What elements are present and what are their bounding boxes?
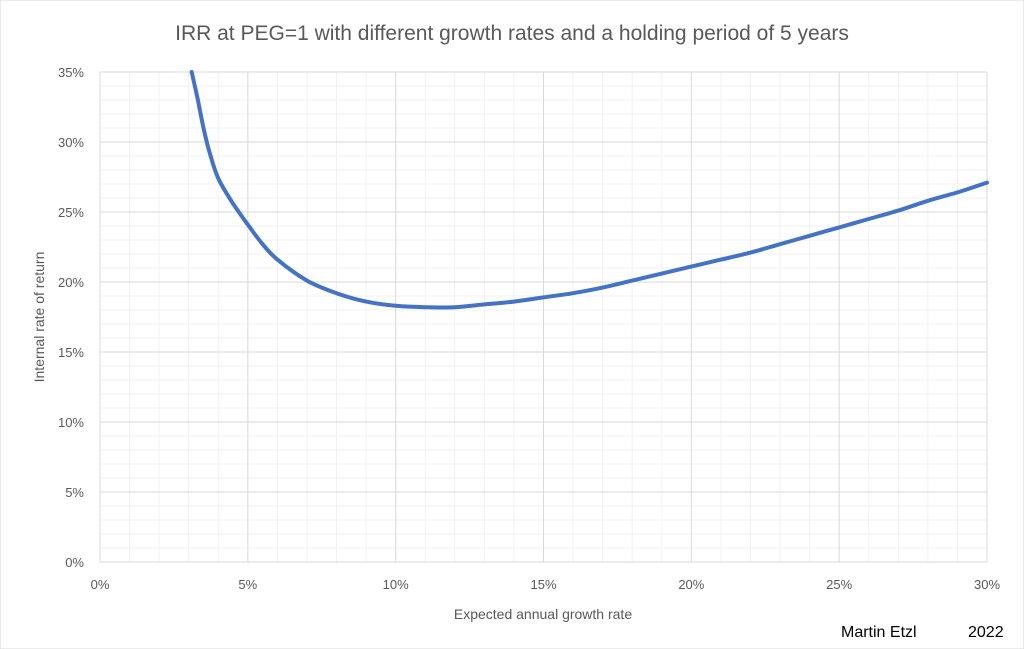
y-tick-label: 30% [58, 135, 84, 150]
series-layer [189, 70, 989, 310]
y-tick-label: 10% [58, 415, 84, 430]
x-tick-label: 15% [530, 577, 556, 592]
x-tick-label: 0% [91, 577, 110, 592]
x-tick-label: 25% [826, 577, 852, 592]
y-axis-tick-labels: 0% 5% 10% 15% 20% 25% 30% 35% [58, 65, 84, 570]
y-tick-label: 5% [65, 485, 84, 500]
x-axis-title: Expected annual growth rate [454, 606, 632, 622]
y-axis-title: Internal rate of return [31, 252, 47, 383]
series-line-0 [189, 70, 989, 310]
chart-title: IRR at PEG=1 with different growth rates… [175, 22, 849, 45]
year-credit: 2022 [968, 624, 1004, 641]
author-credit: Martin Etzl [841, 624, 917, 641]
x-tick-label: 30% [974, 577, 1000, 592]
x-axis-tick-labels: 0% 5% 10% 15% 20% 25% 30% [91, 577, 1001, 592]
y-tick-label: 0% [65, 555, 84, 570]
major-gridlines [99, 71, 988, 563]
y-tick-label: 20% [58, 275, 84, 290]
x-tick-label: 20% [678, 577, 704, 592]
y-tick-label: 25% [58, 205, 84, 220]
x-tick-label: 10% [383, 577, 409, 592]
y-tick-label: 15% [58, 345, 84, 360]
y-tick-label: 35% [58, 65, 84, 80]
x-tick-label: 5% [238, 577, 257, 592]
